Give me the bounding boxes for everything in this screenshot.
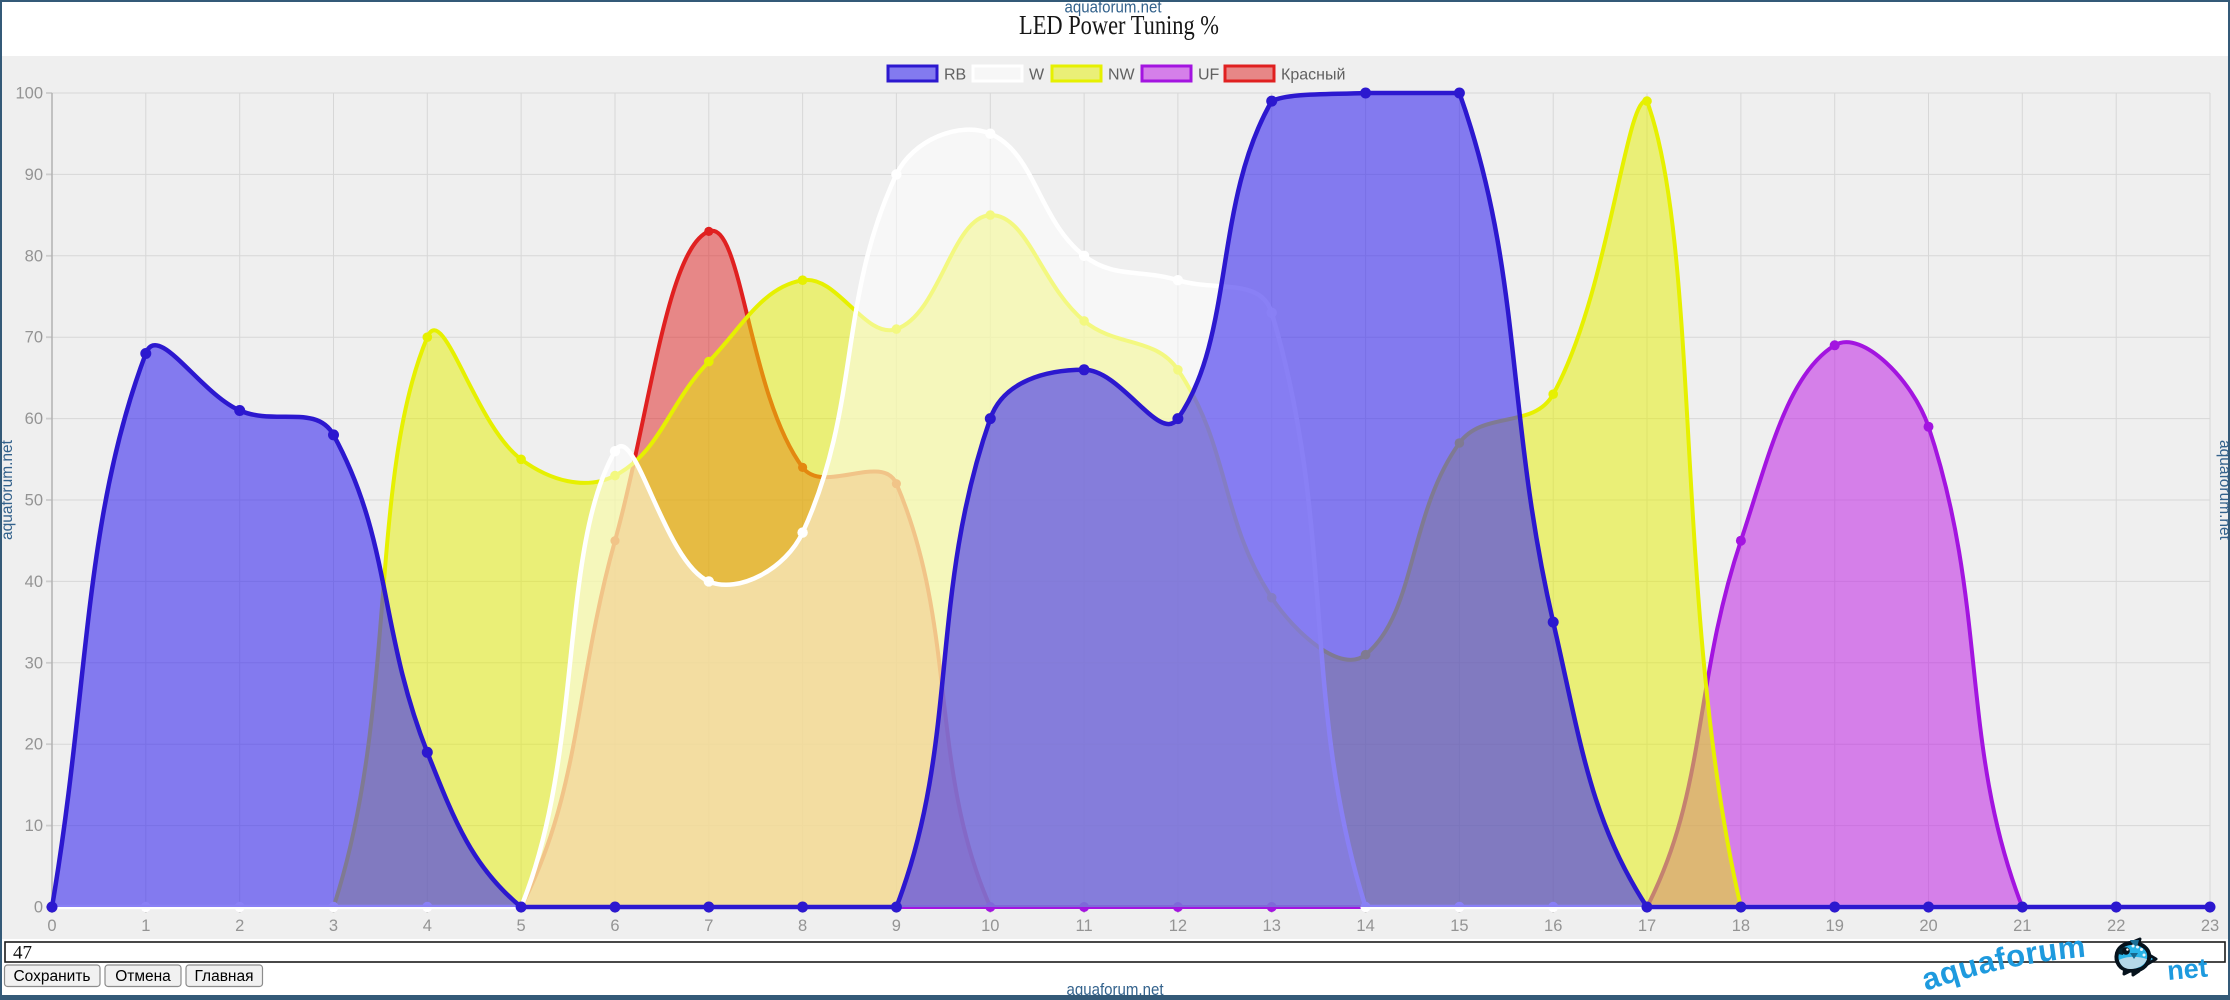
- svg-text:aquaforum: aquaforum: [1917, 929, 2087, 998]
- svg-text:70: 70: [25, 329, 43, 347]
- svg-text:90: 90: [25, 166, 43, 184]
- svg-text:14: 14: [1356, 917, 1374, 935]
- svg-text:1: 1: [141, 917, 150, 935]
- svg-text:11: 11: [1076, 917, 1093, 935]
- svg-text:19: 19: [1826, 917, 1844, 935]
- svg-text:aquaforum.net: aquaforum.net: [1067, 981, 1164, 999]
- svg-text:16: 16: [1544, 917, 1562, 935]
- svg-text:7: 7: [704, 917, 713, 935]
- svg-text:20: 20: [1919, 917, 1937, 935]
- svg-text:21: 21: [2013, 917, 2031, 935]
- svg-text:Сохранить: Сохранить: [13, 968, 90, 985]
- svg-text:10: 10: [25, 817, 43, 835]
- svg-text:10: 10: [981, 917, 999, 935]
- svg-text:3: 3: [329, 917, 338, 935]
- svg-text:UF: UF: [1198, 67, 1220, 84]
- svg-text:aquaforum.net: aquaforum.net: [1065, 0, 1162, 17]
- svg-text:18: 18: [1732, 917, 1750, 935]
- svg-text:NW: NW: [1108, 67, 1136, 84]
- svg-text:6: 6: [610, 917, 619, 935]
- svg-text:20: 20: [25, 736, 43, 754]
- svg-text:0: 0: [34, 899, 43, 917]
- svg-text:5: 5: [517, 917, 526, 935]
- svg-text:net: net: [2166, 953, 2209, 986]
- svg-text:RB: RB: [944, 67, 966, 84]
- svg-text:80: 80: [25, 247, 43, 265]
- svg-text:13: 13: [1263, 917, 1281, 935]
- svg-text:40: 40: [25, 573, 43, 591]
- svg-text:100: 100: [15, 85, 43, 103]
- svg-text:aquaforum.net: aquaforum.net: [2216, 440, 2230, 541]
- svg-text:8: 8: [798, 917, 807, 935]
- svg-text:15: 15: [1450, 917, 1468, 935]
- svg-text:22: 22: [2107, 917, 2125, 935]
- svg-text:17: 17: [1638, 917, 1656, 935]
- svg-text:12: 12: [1169, 917, 1187, 935]
- svg-text:50: 50: [25, 492, 43, 510]
- svg-text:2: 2: [235, 917, 244, 935]
- svg-text:LED Power Tuning %: LED Power Tuning %: [1019, 10, 1219, 40]
- svg-text:47: 47: [13, 943, 32, 964]
- svg-text:60: 60: [25, 410, 43, 428]
- svg-text:4: 4: [423, 917, 432, 935]
- svg-text:W: W: [1029, 67, 1045, 84]
- svg-text:Красный: Красный: [1281, 67, 1345, 84]
- svg-text:Отмена: Отмена: [115, 968, 171, 985]
- svg-text:aquaforum.net: aquaforum.net: [0, 439, 16, 540]
- svg-text:23: 23: [2201, 917, 2219, 935]
- svg-text:0: 0: [47, 917, 56, 935]
- svg-text:9: 9: [892, 917, 901, 935]
- svg-text:Главная: Главная: [195, 968, 254, 985]
- svg-text:30: 30: [25, 654, 43, 672]
